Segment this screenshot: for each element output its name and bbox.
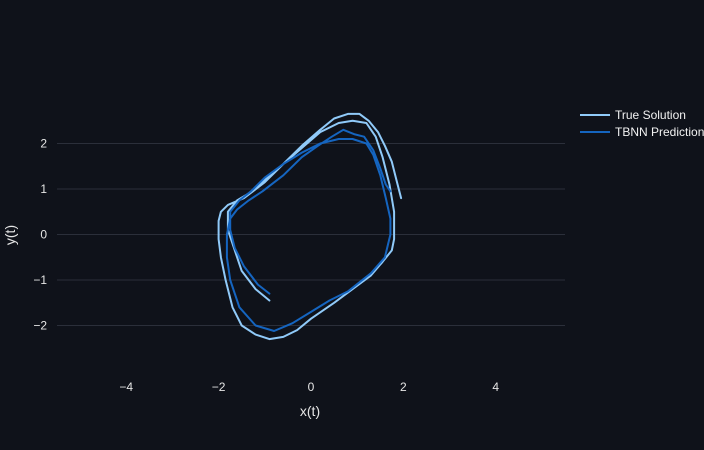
grid-lines xyxy=(57,143,565,326)
y-tick-labels: −2 −1 0 1 2 xyxy=(33,137,47,333)
y-tick-label: −2 xyxy=(33,319,47,333)
y-tick-label: 1 xyxy=(40,182,47,196)
x-tick-label: −2 xyxy=(212,380,226,394)
x-axis-title: x(t) xyxy=(300,403,320,419)
legend-item[interactable]: True Solution xyxy=(580,108,686,122)
x-tick-label: 4 xyxy=(492,380,499,394)
legend-label: True Solution xyxy=(615,108,686,122)
legend-item[interactable]: TBNN Prediction xyxy=(580,125,704,139)
x-tick-label: 2 xyxy=(400,380,407,394)
y-tick-label: 0 xyxy=(40,228,47,242)
series-line-tbnn-prediction xyxy=(225,128,392,332)
series-lines xyxy=(217,112,403,341)
y-axis-title: y(t) xyxy=(2,225,18,245)
x-tick-label: 0 xyxy=(308,380,315,394)
legend[interactable]: True Solution TBNN Prediction xyxy=(580,108,704,139)
y-tick-label: 2 xyxy=(40,137,47,151)
legend-label: TBNN Prediction xyxy=(615,125,704,139)
x-tick-label: −4 xyxy=(119,380,133,394)
x-tick-labels: −4 −2 0 2 4 xyxy=(119,380,499,394)
y-tick-label: −1 xyxy=(33,273,47,287)
